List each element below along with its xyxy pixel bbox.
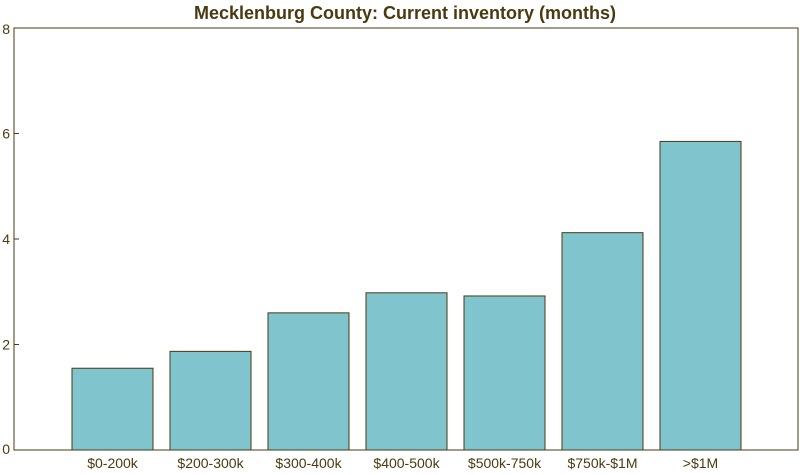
y-tick-label: 6 (2, 126, 10, 142)
y-tick-label: 0 (2, 441, 10, 457)
bar (365, 292, 448, 451)
y-tick-label: 2 (2, 337, 10, 353)
x-tick-label: >$1M (683, 455, 718, 471)
chart-title: Mecklenburg County: Current inventory (m… (194, 3, 616, 23)
bar (659, 140, 742, 451)
bar (561, 232, 644, 451)
x-tick-label: $400-500k (373, 455, 440, 471)
y-tick-label: 8 (2, 21, 10, 37)
x-tick-label: $300-400k (275, 455, 342, 471)
bars (71, 140, 742, 451)
bar (71, 367, 154, 451)
bar (267, 312, 350, 451)
bar (463, 295, 546, 451)
x-tick-label: $500k-750k (468, 455, 542, 471)
bar (169, 350, 252, 451)
x-tick-label: $0-200k (87, 455, 139, 471)
y-tick-label: 4 (2, 231, 10, 247)
x-axis: $0-200k $200-300k $300-400k $400-500k $500k-… (87, 455, 718, 471)
x-tick-label: $200-300k (177, 455, 244, 471)
y-axis: 0 2 4 6 8 (2, 21, 19, 457)
x-tick-label: $750k-$1M (567, 455, 637, 471)
